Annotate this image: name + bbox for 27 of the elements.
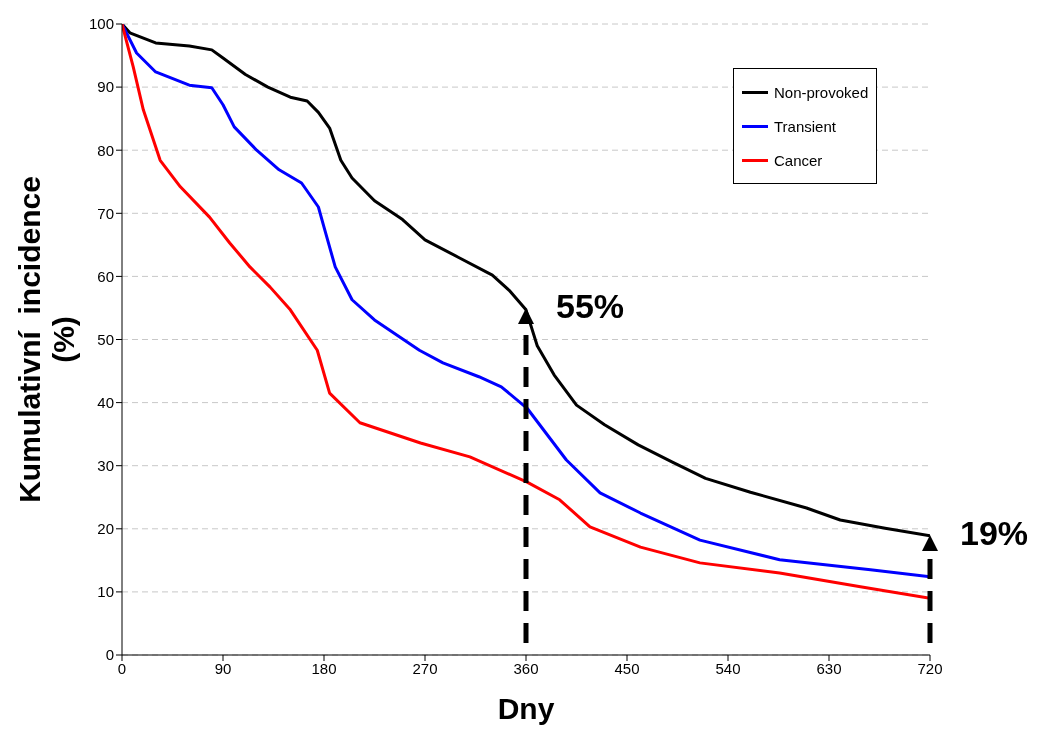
- legend-label: Non-provoked: [774, 83, 869, 101]
- y-tick-label: 90: [97, 78, 114, 96]
- y-tick-label: 70: [97, 204, 114, 222]
- x-tick-label: 180: [311, 659, 337, 677]
- legend-label: Cancer: [774, 151, 823, 169]
- y-tick-label: 30: [97, 457, 114, 475]
- legend-label: Transient: [774, 117, 836, 135]
- x-tick-label: 630: [816, 659, 842, 677]
- x-tick-label: 720: [917, 659, 943, 677]
- annotation: 19%: [960, 514, 1029, 553]
- y-tick-label: 80: [97, 141, 114, 159]
- x-tick-label: 540: [715, 659, 741, 677]
- annotation: 55%: [556, 286, 625, 325]
- y-tick-label: 0: [105, 646, 114, 664]
- y-tick-label: 100: [88, 15, 114, 33]
- x-tick-label: 360: [513, 659, 539, 677]
- x-axis-title: Dny: [497, 692, 555, 725]
- y-axis-title: Kumulativní incidence (%): [13, 176, 80, 503]
- y-tick-label: 10: [97, 583, 114, 601]
- y-tick-label: 60: [97, 267, 114, 285]
- x-tick-label: 0: [117, 659, 127, 677]
- y-tick-label: 40: [97, 393, 114, 411]
- x-tick-label: 270: [412, 659, 438, 677]
- x-tick-label: 90: [214, 659, 232, 677]
- y-tick-label: 20: [97, 520, 114, 538]
- y-tick-label: 50: [97, 330, 114, 348]
- x-tick-label: 450: [614, 659, 640, 677]
